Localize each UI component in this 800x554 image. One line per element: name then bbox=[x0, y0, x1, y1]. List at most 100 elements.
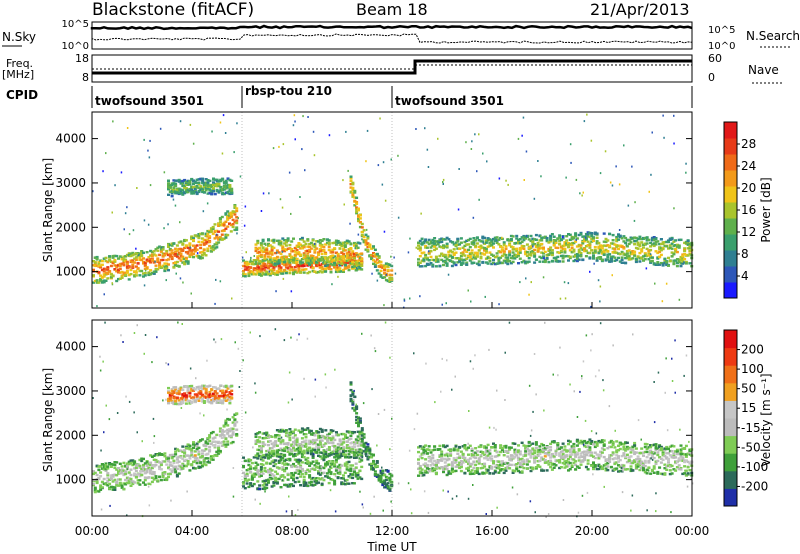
data-cell bbox=[302, 263, 306, 266]
data-cell bbox=[360, 264, 364, 267]
data-cell bbox=[545, 254, 549, 257]
data-cell bbox=[167, 245, 170, 248]
data-cell bbox=[184, 385, 188, 388]
data-cell bbox=[520, 246, 524, 249]
data-cell bbox=[188, 187, 192, 191]
data-cell bbox=[322, 455, 326, 458]
data-cell bbox=[167, 179, 170, 182]
data-cell bbox=[188, 455, 192, 458]
data-cell bbox=[318, 455, 322, 458]
data-cell bbox=[647, 253, 651, 257]
data-cell bbox=[261, 268, 265, 271]
data-cell bbox=[159, 468, 163, 471]
data-cell bbox=[202, 183, 206, 186]
data-cell bbox=[463, 240, 467, 244]
data-cell bbox=[597, 245, 601, 249]
data-cell bbox=[658, 242, 662, 246]
data-cell bbox=[202, 395, 206, 398]
data-cell bbox=[300, 441, 304, 444]
data-cell bbox=[540, 236, 544, 240]
data-cell bbox=[534, 244, 538, 248]
data-cell bbox=[220, 233, 224, 236]
data-cell bbox=[347, 447, 351, 450]
data-cell bbox=[201, 180, 205, 183]
data-cell bbox=[252, 259, 256, 262]
data-cell bbox=[177, 402, 181, 406]
data-cell bbox=[468, 256, 472, 259]
data-cell bbox=[174, 388, 178, 392]
data-cell bbox=[360, 222, 364, 226]
data-cell bbox=[265, 433, 269, 437]
data-cell bbox=[474, 255, 478, 259]
data-cell bbox=[356, 267, 358, 269]
data-cell bbox=[200, 240, 204, 244]
data-cell bbox=[268, 251, 272, 255]
data-cell bbox=[511, 235, 515, 238]
data-cell bbox=[152, 250, 156, 253]
data-cell bbox=[454, 263, 458, 267]
data-cell bbox=[652, 244, 656, 248]
data-cell bbox=[322, 471, 326, 474]
data-cell bbox=[147, 149, 149, 152]
data-cell bbox=[192, 239, 195, 242]
data-cell bbox=[358, 225, 362, 229]
data-cell bbox=[500, 248, 504, 252]
data-cell bbox=[467, 254, 470, 257]
data-cell bbox=[461, 262, 465, 265]
data-cell bbox=[181, 248, 185, 251]
data-cell bbox=[486, 237, 490, 240]
data-cell bbox=[468, 259, 472, 262]
data-cell bbox=[515, 234, 519, 238]
data-cell bbox=[270, 460, 274, 463]
data-cell bbox=[422, 241, 426, 245]
data-cell bbox=[622, 252, 626, 255]
data-cell bbox=[272, 263, 276, 266]
data-cell bbox=[549, 238, 553, 241]
data-cell bbox=[92, 482, 95, 486]
data-cell bbox=[132, 229, 135, 232]
data-cell bbox=[342, 244, 346, 247]
data-cell bbox=[349, 182, 353, 186]
data-cell bbox=[490, 243, 494, 247]
data-cell bbox=[267, 239, 270, 242]
data-cell bbox=[675, 261, 679, 264]
data-cell bbox=[299, 442, 303, 446]
data-cell bbox=[163, 478, 167, 481]
data-cell bbox=[338, 447, 342, 451]
data-cell bbox=[320, 262, 324, 266]
data-cell bbox=[383, 264, 387, 267]
data-cell bbox=[211, 225, 215, 229]
data-cell bbox=[190, 237, 194, 241]
data-cell bbox=[297, 462, 301, 465]
data-cell bbox=[274, 265, 278, 268]
data-cell bbox=[204, 385, 208, 388]
data-cell bbox=[261, 265, 265, 268]
data-cell bbox=[543, 259, 547, 263]
data-cell bbox=[681, 258, 685, 261]
data-cell bbox=[318, 469, 322, 472]
data-cell bbox=[450, 260, 454, 263]
data-cell bbox=[574, 240, 578, 243]
data-cell bbox=[277, 477, 281, 481]
data-cell bbox=[272, 265, 276, 269]
data-cell bbox=[545, 239, 549, 242]
data-cell bbox=[268, 473, 272, 477]
data-cell bbox=[152, 454, 156, 457]
data-cell bbox=[263, 248, 267, 251]
data-cell bbox=[431, 258, 435, 262]
data-cell bbox=[277, 437, 281, 440]
data-cell bbox=[284, 483, 288, 487]
data-cell bbox=[306, 461, 310, 464]
data-cell bbox=[602, 249, 606, 253]
data-cell bbox=[645, 237, 649, 240]
data-cell bbox=[342, 441, 346, 444]
data-cell bbox=[202, 401, 206, 404]
data-cell bbox=[304, 461, 308, 465]
data-cell bbox=[559, 297, 562, 300]
data-cell bbox=[277, 270, 281, 273]
data-cell bbox=[124, 260, 128, 263]
data-cell bbox=[168, 397, 172, 400]
data-cell bbox=[531, 240, 535, 243]
data-cell bbox=[336, 454, 340, 457]
data-cell bbox=[154, 260, 156, 263]
